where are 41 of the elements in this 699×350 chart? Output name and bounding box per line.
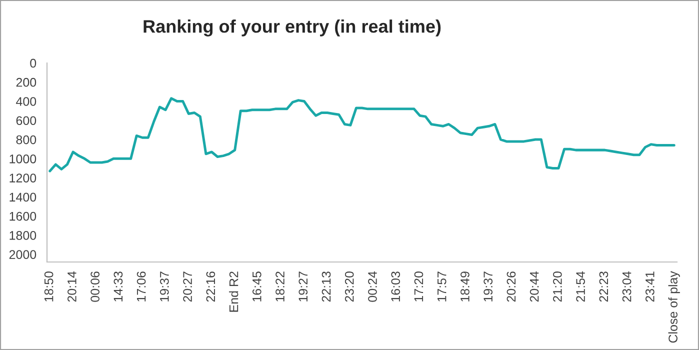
x-tick-label: 23:04 bbox=[622, 271, 632, 302]
chart-title: Ranking of your entry (in real time) bbox=[144, 20, 441, 36]
x-tick-label: 22:23 bbox=[599, 272, 608, 302]
x-tick-label: 20:27 bbox=[183, 272, 192, 302]
x-tick-label: 18:49 bbox=[460, 272, 470, 302]
x-tick-label: End R2 bbox=[229, 272, 238, 312]
x-tick-label: 17:20 bbox=[414, 272, 424, 302]
x-tick-label: 19:27 bbox=[298, 272, 308, 302]
x-tick-label: 19:37 bbox=[484, 272, 493, 302]
y-tick-label: 800 bbox=[16, 135, 36, 144]
x-tick-label: 16:45 bbox=[252, 272, 262, 302]
x-tick-label: 20:44 bbox=[530, 271, 539, 302]
y-tick-label: 200 bbox=[16, 78, 36, 87]
x-tick-label: 22:16 bbox=[206, 272, 216, 302]
y-tick-label: 2000 bbox=[9, 250, 36, 259]
x-tick-label: 22:13 bbox=[322, 272, 331, 302]
y-tick-label: 1600 bbox=[10, 212, 36, 221]
y-tick-label: 600 bbox=[16, 116, 36, 126]
x-tick-label: 00:06 bbox=[90, 272, 100, 302]
y-tick-label: 1400 bbox=[10, 192, 36, 202]
y-tick-label: 0 bbox=[30, 58, 36, 68]
y-tick-label: 1200 bbox=[10, 174, 36, 182]
x-tick-label: 17:06 bbox=[136, 272, 146, 302]
x-tick-label: 14:33 bbox=[114, 272, 123, 302]
y-tick-label: 1000 bbox=[10, 154, 36, 164]
x-tick-label: 21:54 bbox=[576, 271, 585, 302]
x-tick-label: 16:03 bbox=[391, 272, 400, 302]
x-tick-label: 18:50 bbox=[44, 272, 54, 302]
line-series bbox=[48, 97, 676, 172]
x-tick-label: 00:24 bbox=[368, 271, 377, 302]
x-tick-label: Close of play bbox=[668, 271, 680, 343]
x-tick-label: 18:22 bbox=[276, 272, 284, 302]
x-tick-label: 20:26 bbox=[506, 272, 516, 302]
y-tick-label: 400 bbox=[16, 97, 36, 106]
y-tick-label: 1800 bbox=[10, 231, 36, 240]
x-tick-label: 19:37 bbox=[160, 272, 169, 302]
x-tick-label: 20:14 bbox=[68, 271, 76, 302]
x-tick-label: 23:20 bbox=[344, 272, 354, 302]
x-tick-label: 17:57 bbox=[438, 272, 446, 302]
x-tick-label: 21:20 bbox=[553, 272, 562, 302]
x-tick-label: 23:41 bbox=[645, 272, 654, 302]
